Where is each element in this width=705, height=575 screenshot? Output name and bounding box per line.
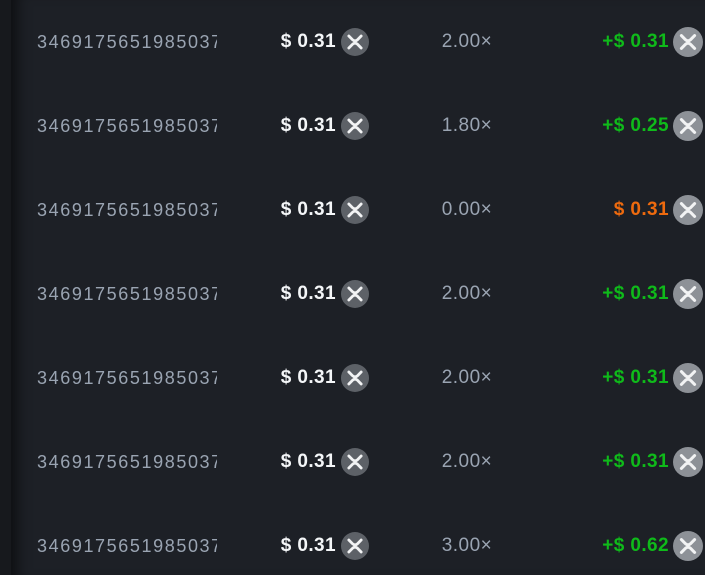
- payout-amount: +$ 0.62: [602, 535, 669, 556]
- payout-xrp-icon: [673, 27, 703, 57]
- payout-cell: +$ 0.31: [565, 279, 705, 309]
- bet-row[interactable]: 3469175651985037 $ 0.31 2.00× +$ 0.31: [11, 0, 705, 84]
- bet-id-cell: 3469175651985037: [11, 368, 217, 389]
- bet-id-cell: 3469175651985037: [11, 200, 217, 221]
- payout-xrp-icon: [673, 531, 703, 561]
- bet-id-cell: 3469175651985037: [11, 284, 217, 305]
- bet-row[interactable]: 3469175651985037 $ 0.31 2.00× +$ 0.31: [11, 252, 705, 336]
- payout-amount: +$ 0.31: [602, 283, 669, 304]
- xrp-icon: [341, 112, 369, 140]
- bet-amount: $ 0.31: [280, 535, 336, 556]
- payout-amount: $ 0.31: [613, 199, 669, 220]
- multiplier-value: 2.00×: [441, 283, 493, 304]
- payout-xrp-icon: [673, 363, 703, 393]
- bet-amount: $ 0.31: [280, 367, 336, 388]
- multiplier-cell: 2.00×: [369, 451, 565, 473]
- payout-xrp-icon: [673, 195, 703, 225]
- xrp-icon: [341, 28, 369, 56]
- payout-xrp-icon: [673, 447, 703, 477]
- payout-amount: +$ 0.31: [602, 451, 669, 472]
- bet-id: 3469175651985037: [37, 199, 217, 220]
- payout-amount: +$ 0.31: [602, 367, 669, 388]
- payout-cell: $ 0.31: [565, 195, 705, 225]
- payout-cell: +$ 0.31: [565, 447, 705, 477]
- bet-amount: $ 0.31: [280, 199, 336, 220]
- bet-amount: $ 0.31: [280, 451, 336, 472]
- multiplier-value: 2.00×: [441, 31, 493, 52]
- bet-row[interactable]: 3469175651985037 $ 0.31 3.00× +$ 0.62: [11, 504, 705, 575]
- bet-id: 3469175651985037: [37, 367, 217, 388]
- bet-amount-cell: $ 0.31: [217, 28, 369, 56]
- bet-amount: $ 0.31: [280, 283, 336, 304]
- payout-cell: +$ 0.62: [565, 531, 705, 561]
- payout-cell: +$ 0.25: [565, 111, 705, 141]
- bet-history-table: 3469175651985037 $ 0.31 2.00× +$ 0.31: [11, 0, 705, 575]
- multiplier-cell: 1.80×: [369, 115, 565, 137]
- xrp-icon: [341, 532, 369, 560]
- xrp-icon: [341, 280, 369, 308]
- xrp-icon: [341, 196, 369, 224]
- bet-amount-cell: $ 0.31: [217, 532, 369, 560]
- bet-amount-cell: $ 0.31: [217, 196, 369, 224]
- bet-id: 3469175651985037: [37, 283, 217, 304]
- bet-id-cell: 3469175651985037: [11, 116, 217, 137]
- multiplier-cell: 3.00×: [369, 535, 565, 557]
- bet-amount-cell: $ 0.31: [217, 448, 369, 476]
- multiplier-cell: 2.00×: [369, 31, 565, 53]
- bet-row[interactable]: 3469175651985037 $ 0.31 0.00× $ 0.31: [11, 168, 705, 252]
- payout-amount: +$ 0.31: [602, 31, 669, 52]
- multiplier-value: 1.80×: [441, 115, 493, 136]
- multiplier-cell: 2.00×: [369, 283, 565, 305]
- bet-amount-cell: $ 0.31: [217, 280, 369, 308]
- payout-cell: +$ 0.31: [565, 363, 705, 393]
- bet-amount-cell: $ 0.31: [217, 364, 369, 392]
- bet-row[interactable]: 3469175651985037 $ 0.31 2.00× +$ 0.31: [11, 336, 705, 420]
- xrp-icon: [341, 448, 369, 476]
- bet-id: 3469175651985037: [37, 31, 217, 52]
- multiplier-value: 2.00×: [441, 451, 493, 472]
- bet-id-cell: 3469175651985037: [11, 32, 217, 53]
- multiplier-value: 0.00×: [441, 199, 493, 220]
- multiplier-value: 3.00×: [441, 535, 493, 556]
- payout-xrp-icon: [673, 279, 703, 309]
- bet-id: 3469175651985037: [37, 535, 217, 556]
- bet-amount-cell: $ 0.31: [217, 112, 369, 140]
- bet-id-cell: 3469175651985037: [11, 536, 217, 557]
- payout-amount: +$ 0.25: [602, 115, 669, 136]
- bet-row[interactable]: 3469175651985037 $ 0.31 2.00× +$ 0.31: [11, 420, 705, 504]
- bet-row[interactable]: 3469175651985037 $ 0.31 1.80× +$ 0.25: [11, 84, 705, 168]
- multiplier-value: 2.00×: [441, 367, 493, 388]
- multiplier-cell: 2.00×: [369, 367, 565, 389]
- payout-xrp-icon: [673, 111, 703, 141]
- bet-amount: $ 0.31: [280, 115, 336, 136]
- bet-id-cell: 3469175651985037: [11, 452, 217, 473]
- payout-cell: +$ 0.31: [565, 27, 705, 57]
- bet-id: 3469175651985037: [37, 115, 217, 136]
- multiplier-cell: 0.00×: [369, 199, 565, 221]
- xrp-icon: [341, 364, 369, 392]
- bet-id: 3469175651985037: [37, 451, 217, 472]
- bet-amount: $ 0.31: [280, 31, 336, 52]
